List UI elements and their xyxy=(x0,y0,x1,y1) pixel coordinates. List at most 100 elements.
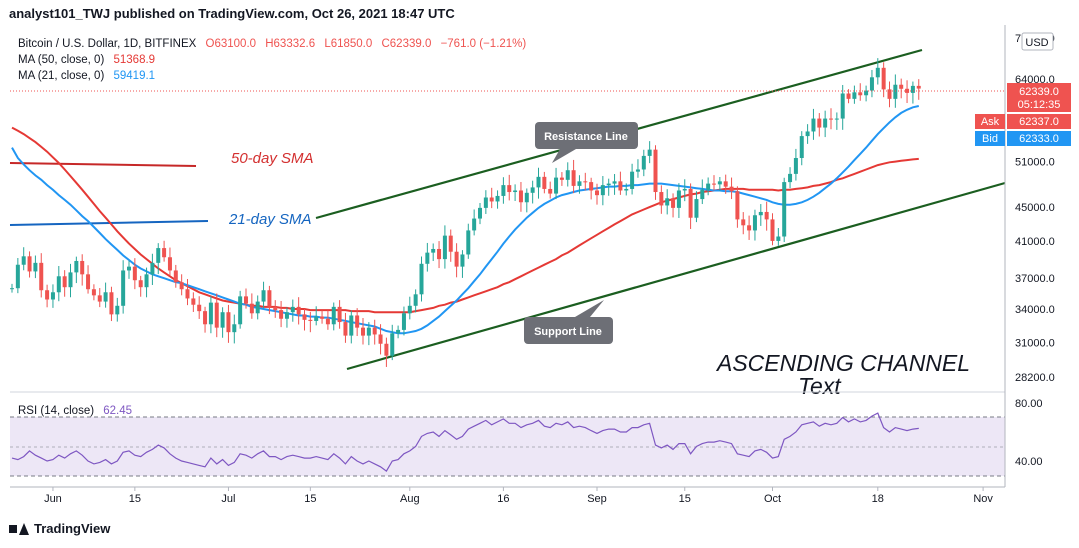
candle-body xyxy=(700,189,705,200)
legend-low: L61850.0 xyxy=(324,38,372,50)
candle-body xyxy=(74,260,79,273)
candle-body xyxy=(279,310,284,319)
candle-body xyxy=(466,230,471,255)
candle-body xyxy=(612,181,617,184)
candle-body xyxy=(384,343,389,356)
candle-body xyxy=(10,288,14,290)
ma50-annotation: 50-day SMA xyxy=(231,150,314,167)
last-price-value: 62339.0 xyxy=(1019,86,1059,98)
candle-body xyxy=(688,188,693,218)
candle-body xyxy=(536,176,541,188)
price-chart[interactable]: 50-day SMA 21-day SMA Resistance Line Su… xyxy=(0,25,1079,519)
candle-body xyxy=(173,270,178,283)
tradingview-logo-icon xyxy=(9,522,29,535)
candle-body xyxy=(337,306,342,323)
candle-body xyxy=(916,85,921,89)
candle-body xyxy=(308,319,313,321)
candle-body xyxy=(600,185,605,196)
time-tick-label: 18 xyxy=(872,493,884,505)
svg-text:Bitcoin / U.S. Dollar, 1D, BIT: Bitcoin / U.S. Dollar, 1D, BITFINEX O631… xyxy=(18,38,526,50)
candle-body xyxy=(712,183,716,185)
candle-body xyxy=(782,182,787,237)
candle-body xyxy=(21,256,26,265)
legend-open: O63100.0 xyxy=(206,38,257,50)
candle-body xyxy=(776,236,781,241)
candle-body xyxy=(80,260,85,275)
ask-value: 62337.0 xyxy=(1019,116,1059,128)
candle-body xyxy=(290,306,295,313)
candle-body xyxy=(413,294,418,306)
candle-body xyxy=(559,177,564,180)
legend-ma50-label: MA (50, close, 0) xyxy=(18,54,104,66)
price-tick-label: 37000.0 xyxy=(1015,273,1055,285)
time-tick-label: 15 xyxy=(679,493,691,505)
candle-body xyxy=(401,313,406,330)
candle-body xyxy=(788,173,793,183)
legend: Bitcoin / U.S. Dollar, 1D, BITFINEX O631… xyxy=(18,38,526,82)
legend-change: −761.0 (−1.21%) xyxy=(441,38,527,50)
price-tick-label: 45000.0 xyxy=(1015,202,1055,214)
candle-body xyxy=(635,169,640,172)
candle-body xyxy=(881,67,886,90)
candle-body xyxy=(630,171,635,189)
support-label: Support Line xyxy=(534,326,602,338)
pattern-subtext: Text xyxy=(798,373,842,399)
tradingview-logo[interactable]: TradingView xyxy=(9,521,110,536)
rsi-tick-label: 40.00 xyxy=(1015,456,1043,468)
candle-body xyxy=(659,192,664,206)
candle-body xyxy=(50,292,55,300)
candle-body xyxy=(887,89,892,99)
candle-body xyxy=(226,312,231,333)
countdown-value: 05:12:35 xyxy=(1018,99,1061,111)
candle-body xyxy=(91,289,96,296)
currency-badge[interactable]: USD xyxy=(1021,32,1054,51)
candle-body xyxy=(910,85,915,93)
candle-body xyxy=(437,248,442,260)
candle-body xyxy=(595,190,599,196)
candle-body xyxy=(103,292,108,302)
price-tick-label: 41000.0 xyxy=(1015,236,1055,248)
legend-ma21-label: MA (21, close, 0) xyxy=(18,70,104,82)
ma21-annotation: 21-day SMA xyxy=(228,211,312,228)
candle-body xyxy=(530,187,535,193)
candle-body xyxy=(483,197,488,208)
candle-body xyxy=(893,84,898,99)
candle-body xyxy=(752,215,757,231)
ma50-horizontal-line xyxy=(9,162,197,167)
candle-body xyxy=(372,327,377,335)
candle-body xyxy=(179,282,184,290)
candle-body xyxy=(144,274,149,288)
time-tick-label: Jul xyxy=(221,493,235,505)
candle-body xyxy=(682,188,687,191)
support-callout: Support Line xyxy=(524,300,613,344)
time-tick-label: 15 xyxy=(304,493,316,505)
candle-body xyxy=(869,77,874,91)
candle-body xyxy=(495,195,500,202)
rsi-legend: RSI (14, close) 62.45 xyxy=(18,405,132,417)
candle-body xyxy=(325,318,330,325)
price-tick-label: 28200.0 xyxy=(1015,372,1055,384)
candle-body xyxy=(185,289,190,299)
candle-body xyxy=(548,188,553,194)
candle-body xyxy=(676,190,681,208)
candle-body xyxy=(735,191,740,220)
candle-body xyxy=(197,304,202,312)
svg-text:MA (50, close, 0) 51368.: MA (50, close, 0) 51368.9 xyxy=(18,54,155,66)
legend-high: H63332.6 xyxy=(265,38,315,50)
publish-line: analyst101_TWJ published on TradingView.… xyxy=(9,6,455,21)
candle-body xyxy=(829,118,833,120)
candle-body xyxy=(232,324,237,333)
candle-body xyxy=(448,235,453,252)
bid-badge: Bid 62333.0 xyxy=(975,131,1071,146)
support-channel-line xyxy=(346,181,1006,371)
rsi-tick-label: 80.00 xyxy=(1015,398,1043,410)
candle-body xyxy=(150,262,155,275)
candle-body xyxy=(361,327,365,336)
candle-body xyxy=(191,298,196,305)
candle-body xyxy=(33,262,38,272)
candle-body xyxy=(238,296,243,325)
resistance-callout: Resistance Line xyxy=(535,122,638,163)
candle-body xyxy=(419,263,424,295)
candle-body xyxy=(273,306,278,311)
candle-body xyxy=(606,183,611,186)
